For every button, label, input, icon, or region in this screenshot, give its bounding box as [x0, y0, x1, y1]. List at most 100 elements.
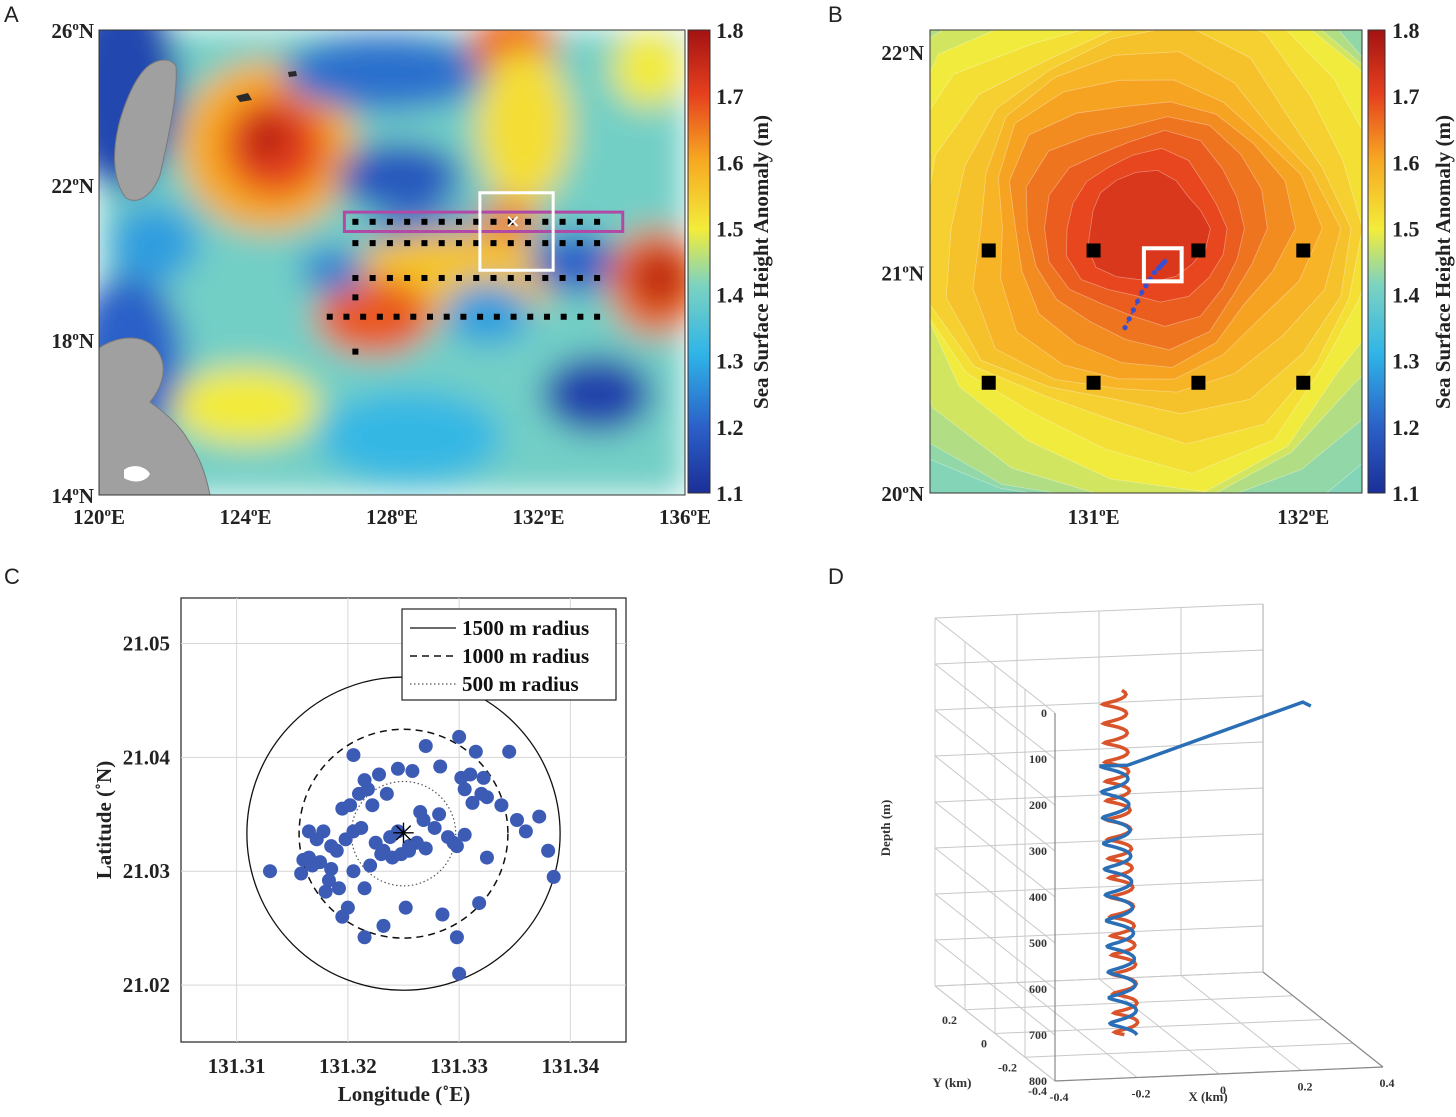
float-position-point	[390, 824, 405, 839]
float-position-point	[363, 858, 378, 873]
station-marker	[369, 218, 376, 225]
y-tick-label-c: 21.05	[123, 632, 170, 656]
float-position-point	[465, 795, 480, 810]
z-tick-label-d: 500	[1029, 936, 1047, 950]
float-position-point	[457, 782, 472, 797]
colorbar-a-label: Sea Surface Height Anomaly (m)	[749, 115, 773, 409]
x-tick-label-d: -0.4	[1050, 1090, 1069, 1104]
station-marker	[1296, 243, 1311, 258]
station-marker	[386, 218, 393, 225]
z-tick-label-d: 100	[1029, 752, 1047, 766]
float-position-point	[479, 790, 494, 805]
x-tick-label-a: 136oE	[659, 504, 711, 529]
x-tick-label-a: 132oE	[512, 504, 564, 529]
grid-line-floor-y	[994, 1019, 1324, 1034]
float-position-point	[372, 767, 387, 782]
land-islet	[236, 93, 252, 102]
station-marker	[1086, 243, 1101, 258]
x-axis-label-c: Longitude (˚E)	[338, 1082, 470, 1106]
float-position-point	[402, 839, 417, 854]
colorbar-tick-label: 1.4	[716, 283, 744, 308]
panel-b-map: 131oE 132oE 22oN 21oN 20oN	[881, 29, 1363, 529]
ssh-field-a	[99, 30, 685, 495]
float-position-point	[468, 744, 483, 759]
colorbar-tick-label: 1.8	[1392, 18, 1420, 43]
station-marker	[1296, 375, 1311, 390]
station-marker	[404, 240, 411, 247]
float-position-point	[379, 786, 394, 801]
float-position-point	[294, 866, 309, 881]
y-tick-label-d: -0.4	[1028, 1084, 1047, 1098]
colorbar-tick-label: 1.1	[716, 481, 744, 506]
float-position-point	[301, 824, 316, 839]
z-tick-label-d: 200	[1029, 798, 1047, 812]
drift-track-point	[1139, 289, 1145, 295]
station-marker	[386, 275, 393, 281]
z-tick-label-d: 300	[1029, 844, 1047, 858]
panel-a-map: ✕ 120oE 124oE 128oE 132oE 136oE26oN22oN18oN1…	[51, 18, 711, 529]
legend-label: 1500 m radius	[462, 616, 589, 640]
target-x-marker: ✕	[505, 212, 520, 233]
station-marker	[410, 313, 417, 320]
y-axis-label-c: Latitude (˚N)	[92, 761, 116, 879]
float-position-point	[321, 873, 336, 888]
x-tick-label-a: 128oE	[366, 504, 418, 529]
float-position-point	[318, 884, 333, 899]
x-tick-label-c: 131.31	[208, 1054, 266, 1078]
colorbar-tick-label: 1.6	[716, 150, 744, 175]
station-marker	[404, 218, 411, 225]
panel-d-box	[934, 603, 1384, 1082]
legend-box	[401, 608, 617, 701]
colorbar-tick-label: 1.2	[1392, 415, 1420, 440]
station-marker	[490, 275, 497, 281]
float-position-point	[457, 827, 472, 842]
ssh-anomaly-patch	[443, 281, 532, 344]
grid-line-floor-y	[1024, 1042, 1354, 1058]
station-marker	[525, 240, 532, 247]
station-marker	[1191, 375, 1206, 390]
x-tick-label-c: 131.34	[542, 1054, 600, 1078]
float-position-point	[360, 782, 375, 797]
ssh-anomaly-patch	[300, 247, 367, 294]
legend: 1500 m radius 1000 m radius 500 m radius	[401, 608, 617, 701]
float-position-point	[346, 864, 361, 879]
y-tick-label-c: 21.04	[123, 745, 171, 769]
float-position-point	[405, 764, 420, 779]
drift-track-point	[1151, 269, 1157, 276]
y-tick-label-d: -0.2	[998, 1060, 1017, 1074]
station-marker	[443, 313, 450, 320]
float-position-point	[365, 798, 380, 813]
station-marker	[393, 313, 400, 320]
station-marker	[438, 240, 445, 247]
station-marker	[1086, 375, 1101, 390]
station-marker	[369, 240, 376, 247]
z-tick-label-d: 800	[1029, 1074, 1047, 1088]
station-marker	[460, 313, 467, 320]
x-tick-label-a: 124oE	[219, 504, 271, 529]
float-position-point	[324, 861, 339, 876]
float-position-point	[472, 896, 487, 911]
float-position-point	[413, 805, 428, 820]
drift-track-point	[1162, 258, 1168, 265]
panel-c-scatter: ✳ 1500 m radius 1000 m radius 500 m radius…	[92, 597, 627, 1106]
station-marker	[576, 275, 583, 281]
station-marker	[559, 218, 566, 225]
station-marker	[510, 313, 517, 320]
ssh-anomaly-patch	[630, 247, 685, 309]
station-marker	[455, 218, 462, 225]
y-tick-label-a: 14oN	[51, 483, 94, 508]
land-masses	[99, 59, 297, 495]
float-position-point	[449, 930, 464, 945]
z-tick-label-d: 0	[1041, 706, 1047, 720]
station-grid-a	[326, 218, 601, 355]
station-marker	[369, 275, 376, 281]
station-marker	[426, 313, 433, 320]
station-marker	[421, 218, 428, 225]
float-position-point	[418, 841, 433, 856]
station-marker	[438, 218, 445, 225]
float-position-point	[376, 843, 391, 858]
y-tick-label-a: 22oN	[51, 173, 94, 198]
station-marker	[326, 313, 333, 320]
x-tick-label-d: 0.4	[1380, 1076, 1395, 1090]
panel-b-frame	[929, 29, 1363, 494]
